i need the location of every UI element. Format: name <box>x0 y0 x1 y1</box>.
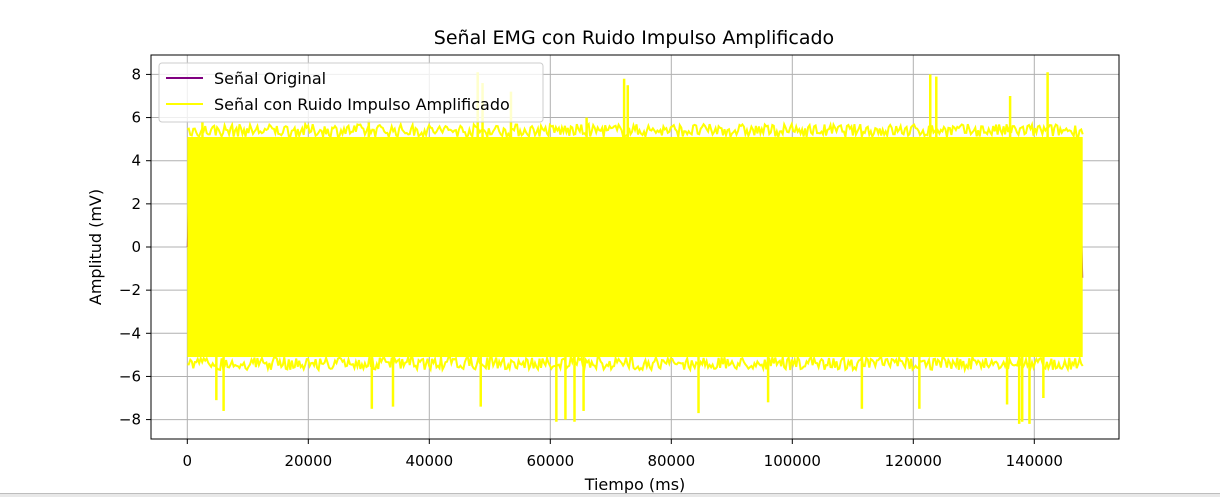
series-noisy-lower-edge <box>187 353 1084 374</box>
y-axis: −8 −6 −4 −2 0 2 4 6 8 <box>119 65 151 429</box>
y-tick-label: −2 <box>119 281 141 299</box>
y-tick-label: −6 <box>119 367 141 385</box>
plot-area <box>186 72 1084 424</box>
x-tick-label: 120000 <box>885 452 942 470</box>
legend: Señal Original Señal con Ruido Impulso A… <box>158 62 544 123</box>
x-tick-label: 80000 <box>647 452 695 470</box>
y-axis-label: Amplitud (mV) <box>86 189 105 305</box>
series-noisy-band <box>187 136 1083 358</box>
legend-label-noisy: Señal con Ruido Impulso Amplificado <box>214 95 510 114</box>
legend-label-original: Señal Original <box>214 69 326 88</box>
x-tick-label: 140000 <box>1006 452 1063 470</box>
y-tick-label: 6 <box>131 109 141 127</box>
series-noisy-upper-edge <box>186 120 1084 141</box>
legend-box <box>158 62 544 123</box>
bottom-strip <box>0 493 1220 497</box>
x-tick-label: 40000 <box>405 452 453 470</box>
y-tick-label: −8 <box>119 411 141 429</box>
y-tick-label: 8 <box>131 65 141 83</box>
x-tick-label: 100000 <box>764 452 821 470</box>
y-tick-label: 2 <box>131 195 141 213</box>
chart-title: Señal EMG con Ruido Impulso Amplificado <box>434 27 834 49</box>
y-tick-label: −4 <box>119 324 141 342</box>
x-axis: 0 20000 40000 60000 80000 100000 120000 140000 <box>183 439 1063 470</box>
x-axis-label: Tiempo (ms) <box>584 475 686 494</box>
y-tick-label: 4 <box>131 152 141 170</box>
x-tick-label: 0 <box>183 452 193 470</box>
x-tick-label: 20000 <box>284 452 332 470</box>
y-tick-label: 0 <box>131 238 141 256</box>
x-tick-label: 60000 <box>526 452 574 470</box>
